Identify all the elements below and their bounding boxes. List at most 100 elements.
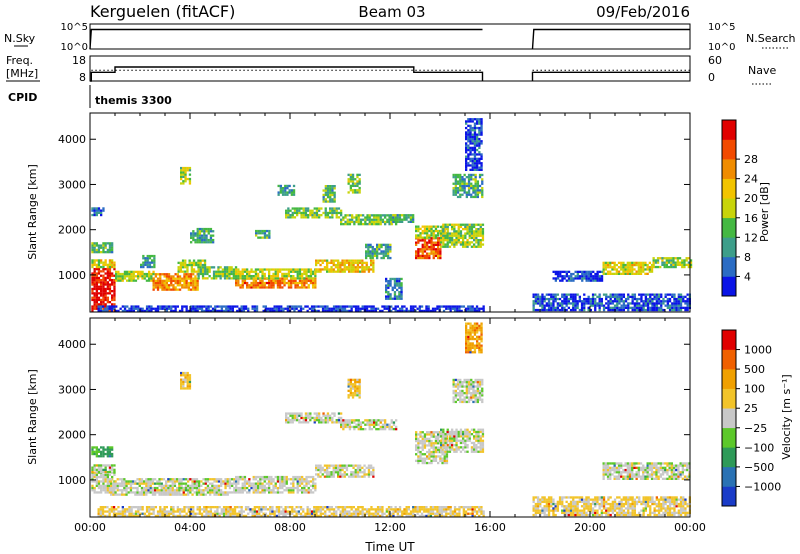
data-cell xyxy=(259,268,262,271)
data-cell xyxy=(248,286,251,289)
data-cell xyxy=(473,430,476,434)
data-cell xyxy=(598,308,601,312)
data-cell xyxy=(653,302,656,305)
data-cell xyxy=(106,301,109,304)
data-cell xyxy=(333,211,336,215)
data-cell xyxy=(421,446,424,449)
data-cell xyxy=(300,207,303,210)
data-cell xyxy=(228,480,232,483)
data-cell xyxy=(286,305,289,308)
data-cell xyxy=(387,286,390,289)
data-cell xyxy=(479,437,482,440)
data-cell xyxy=(285,211,288,215)
data-cell xyxy=(104,272,107,275)
data-cell xyxy=(642,270,645,273)
data-cell xyxy=(283,475,286,479)
data-cell xyxy=(309,214,312,217)
data-cell xyxy=(117,270,120,273)
data-cell xyxy=(403,305,406,308)
data-cell xyxy=(466,435,469,438)
data-cell xyxy=(237,281,240,285)
data-cell xyxy=(292,475,295,479)
data-cell xyxy=(437,455,440,458)
data-cell xyxy=(465,166,468,169)
data-cell xyxy=(100,246,103,249)
data-cell xyxy=(115,279,118,282)
data-cell xyxy=(653,304,656,307)
data-cell xyxy=(275,307,278,310)
data-cell xyxy=(246,270,249,273)
data-cell xyxy=(353,421,356,424)
data-cell xyxy=(388,214,391,217)
data-cell xyxy=(394,305,397,308)
data-cell xyxy=(352,263,355,267)
data-cell xyxy=(439,248,442,251)
data-cell xyxy=(272,284,275,287)
data-cell xyxy=(343,475,346,478)
data-cell xyxy=(114,484,117,487)
data-cell xyxy=(287,279,291,282)
data-cell xyxy=(396,280,399,283)
data-cell xyxy=(341,473,344,476)
data-cell xyxy=(335,216,338,219)
data-cell xyxy=(196,236,199,239)
data-cell xyxy=(465,392,468,395)
y-tick-label: 4000 xyxy=(58,133,86,146)
data-cell xyxy=(432,243,435,246)
data-cell xyxy=(167,305,171,308)
data-cell xyxy=(423,437,427,440)
data-cell xyxy=(111,279,114,282)
data-cell xyxy=(116,482,119,485)
data-cell xyxy=(237,491,240,494)
data-cell xyxy=(459,236,463,240)
data-cell xyxy=(660,295,663,298)
data-cell xyxy=(594,277,597,280)
data-cell xyxy=(606,270,610,273)
data-cell xyxy=(638,304,641,307)
data-cell xyxy=(434,254,438,257)
data-cell xyxy=(95,303,98,306)
data-cell xyxy=(301,489,304,492)
data-cell xyxy=(536,297,540,301)
data-cell xyxy=(304,412,308,415)
data-cell xyxy=(398,218,402,221)
data-cell xyxy=(434,248,438,251)
data-cell xyxy=(272,272,275,276)
data-cell xyxy=(386,220,389,224)
data-cell xyxy=(167,279,171,282)
data-cell xyxy=(639,268,643,271)
data-cell xyxy=(132,272,135,276)
data-cell xyxy=(480,129,483,132)
data-cell xyxy=(314,284,317,287)
data-cell xyxy=(370,428,374,431)
data-cell xyxy=(95,274,98,277)
data-cell xyxy=(322,189,325,192)
data-cell xyxy=(685,259,688,262)
data-cell xyxy=(556,304,559,307)
data-cell xyxy=(148,272,151,276)
data-cell xyxy=(309,416,312,420)
data-cell xyxy=(412,309,415,313)
data-cell xyxy=(429,309,432,313)
data-cell xyxy=(472,184,475,188)
data-cell xyxy=(298,419,301,422)
data-cell xyxy=(380,256,383,260)
data-cell xyxy=(235,275,238,278)
data-cell xyxy=(471,157,474,160)
data-cell xyxy=(100,259,103,262)
data-cell xyxy=(108,452,112,456)
data-cell xyxy=(257,480,260,483)
data-cell xyxy=(286,193,289,196)
data-cell xyxy=(453,430,456,434)
data-cell xyxy=(125,491,128,494)
data-cell xyxy=(301,478,304,481)
data-cell xyxy=(480,168,483,171)
data-cell xyxy=(262,305,265,308)
data-cell xyxy=(444,234,447,237)
data-cell xyxy=(349,178,352,181)
data-cell xyxy=(667,265,671,269)
data-cell xyxy=(482,307,485,310)
data-cell xyxy=(481,444,485,447)
data-cell xyxy=(430,446,433,449)
data-cell xyxy=(95,301,98,304)
